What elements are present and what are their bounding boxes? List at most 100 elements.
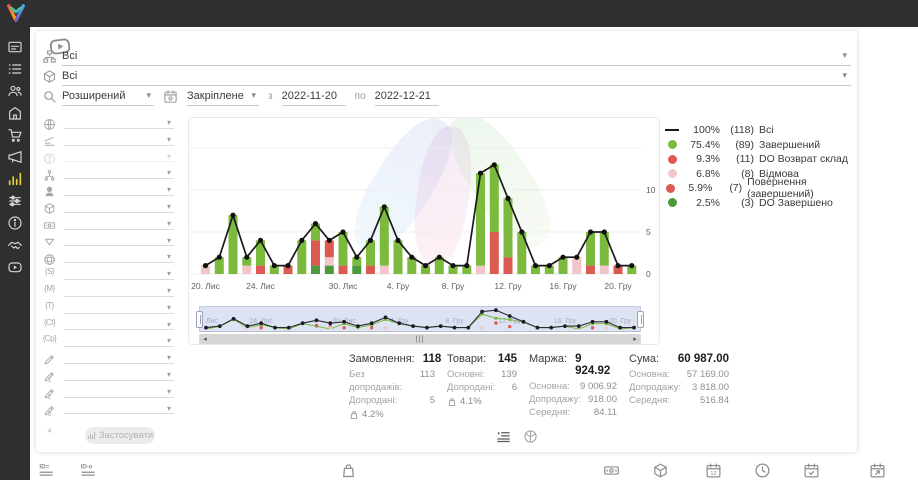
bottom-tool-money[interactable] xyxy=(603,462,620,480)
brand-logo xyxy=(5,2,27,29)
svg-text:8. Гру: 8. Гру xyxy=(445,318,464,325)
search-mode-dropdown[interactable]: Розширений ▾ xyxy=(62,86,154,106)
filter-input-underline xyxy=(64,329,174,331)
scroll-left-arrow[interactable]: ◂ xyxy=(203,336,207,343)
svg-text:20. Лис: 20. Лис xyxy=(191,281,221,291)
calendar-icon xyxy=(163,89,178,104)
scrollbar-grip[interactable]: ||| xyxy=(415,335,425,343)
filter-dropdown-custom-2[interactable]: 2 ▾ xyxy=(42,367,174,401)
date-to-input[interactable]: 2022-12-21 xyxy=(374,86,439,106)
sidebar-item-settings[interactable] xyxy=(0,190,30,212)
apply-button[interactable]: Застосувати xyxy=(85,427,155,444)
source-filter-dropdown[interactable]: Всі ▾ xyxy=(62,46,851,66)
sidebar-item-marketing[interactable] xyxy=(0,146,30,168)
date-from-value: 2022-11-20 xyxy=(281,89,338,102)
date-to-label: по xyxy=(354,90,366,102)
handshake-icon xyxy=(7,237,23,253)
sidebar-item-sales[interactable] xyxy=(0,124,30,146)
banknote-icon xyxy=(603,462,620,479)
legend-count: (89) xyxy=(735,138,754,151)
sidebar-item-analytics[interactable] xyxy=(0,168,30,190)
filter-dropdown-funnel[interactable]: ▾ xyxy=(42,233,174,250)
chevron-down-icon: ▾ xyxy=(842,50,847,60)
sidebar-item-video[interactable] xyxy=(0,256,30,278)
view-toggle-list-view[interactable] xyxy=(496,428,511,446)
legend-label: DO Возврат склад xyxy=(759,153,849,166)
filter-dropdown-manager[interactable]: ▾ xyxy=(42,182,174,199)
video-icon xyxy=(7,259,23,275)
product-filter-value: Всі xyxy=(62,69,78,82)
legend-item[interactable]: 5.9% (7) Повернення (завершений) xyxy=(664,176,857,200)
legend-item[interactable]: 2.5% (3) DO Завершено xyxy=(664,196,857,211)
stat-subrow: Допродажу: 3 818.00 xyxy=(629,382,729,393)
filter-dropdown-product[interactable]: ▾ xyxy=(42,199,174,216)
search-period-row: Розширений ▾ Закріплене ▾ з 2022-11-20 п… xyxy=(62,86,439,106)
chevron-down-icon: ▾ xyxy=(166,369,171,379)
legend-item[interactable]: 100% (118) Всі xyxy=(664,123,857,138)
calendar-icon xyxy=(163,89,178,104)
bar-chart-icon xyxy=(7,171,23,187)
filter-dropdown-custom-4[interactable]: 4 ▾ xyxy=(42,401,174,435)
sidebar-item-company[interactable] xyxy=(0,102,30,124)
filter-dropdown-custom-3[interactable]: 3 ▾ xyxy=(42,384,174,418)
chart-scrollbar[interactable]: ◂ ||| ▸ xyxy=(199,334,641,344)
navigator-right-handle[interactable] xyxy=(637,311,644,328)
product-filter-dropdown[interactable]: Всі ▾ xyxy=(62,66,851,86)
person-icon xyxy=(43,185,56,198)
filter-dropdown-utm-medium[interactable]: {M} ▾ xyxy=(42,283,174,300)
filter-dropdown-utm-content[interactable]: {Ct} ▾ xyxy=(42,317,174,334)
sidebar-item-info[interactable] xyxy=(0,212,30,234)
filter-dropdown-payment[interactable]: ▾ xyxy=(42,216,174,233)
sidebar-item-partners[interactable] xyxy=(0,234,30,256)
sidebar-item-clients[interactable] xyxy=(0,80,30,102)
legend-percent: 75.4% xyxy=(690,138,720,151)
filter-dropdown-help[interactable]: ▾ xyxy=(42,149,174,166)
megaphone-icon xyxy=(7,149,23,165)
bottom-tool-id-list[interactable] xyxy=(38,462,55,480)
filter-dropdown-utm-term[interactable]: {T} ▾ xyxy=(42,300,174,317)
svg-text:16. Гру: 16. Гру xyxy=(554,318,577,325)
filter-list: ▾ ▾ ▾ ▾ ▾ ▾ ▾ ▾ ▾ {S} ▾ {M} ▾ {T} ▾ {Ct} ▾ {C… xyxy=(42,115,174,435)
navigator-left-handle[interactable] xyxy=(196,311,203,328)
date-to-value: 2022-12-21 xyxy=(374,89,431,102)
scroll-right-arrow[interactable]: ▸ xyxy=(633,336,637,343)
bottom-tool-calendar-date[interactable] xyxy=(705,462,722,480)
filter-input-underline xyxy=(64,396,174,398)
filter-input-underline xyxy=(64,295,174,297)
bottom-tool-time[interactable] xyxy=(754,462,771,480)
filter-dropdown-utm-source[interactable]: {S} ▾ xyxy=(42,266,174,283)
list-check-icon xyxy=(496,429,511,444)
bottom-tool-bag[interactable] xyxy=(340,462,357,480)
view-toggle-product-view[interactable] xyxy=(523,428,538,446)
period-mode-dropdown[interactable]: Закріплене ▾ xyxy=(187,86,259,106)
stat-subrow: Допродані: 5 xyxy=(349,395,435,406)
chevron-down-icon: ▾ xyxy=(146,90,151,100)
bottom-tool-product[interactable] xyxy=(652,462,669,480)
legend-label: Відмова xyxy=(759,167,799,180)
filter-dropdown-utm-campaign[interactable]: {Cp} ▾ xyxy=(42,333,174,350)
sidebar-item-media[interactable] xyxy=(0,36,30,58)
screen-icon xyxy=(7,39,23,55)
filter-dropdown-levels[interactable]: ▾ xyxy=(42,132,174,149)
legend-item[interactable]: 9.3% (11) DO Возврат склад xyxy=(664,152,857,167)
date-from-input[interactable]: 2022-11-20 xyxy=(281,86,346,106)
bottom-tool-calendar-fixed[interactable] xyxy=(803,462,820,480)
filter-dropdown-custom-1[interactable]: 1 ▾ xyxy=(42,350,174,384)
filter-dropdown-region[interactable]: ▾ xyxy=(42,249,174,266)
bottom-tool-id-list-alt[interactable] xyxy=(80,462,97,480)
summary-stats: Замовлення: 118 Без допродажів: 113 Допрода… xyxy=(349,353,729,420)
legend-item[interactable]: 75.4% (89) Завершений xyxy=(664,138,857,153)
filter-dropdown-structure[interactable]: ▾ xyxy=(42,165,174,182)
sidebar-item-orders[interactable] xyxy=(0,58,30,80)
stat-column-goods: Товари: 145 Основні: 139 Допродані: 6 4.1% xyxy=(447,353,517,420)
bottom-tool-calendar-range[interactable] xyxy=(869,462,886,480)
search-mode-value: Розширений xyxy=(62,89,126,102)
orders-chart[interactable]: 20. Лис 24. Лис 30. Лис 4. Гру 8. Гру 12. Гру… xyxy=(189,118,660,296)
period-mode-value: Закріплене xyxy=(187,89,244,102)
filter-dropdown-country[interactable]: ▾ xyxy=(42,115,174,132)
legend-item[interactable]: 6.8% (8) Відмова xyxy=(664,167,857,182)
chevron-down-icon: ▾ xyxy=(166,151,171,161)
legend-count: (118) xyxy=(730,124,754,137)
